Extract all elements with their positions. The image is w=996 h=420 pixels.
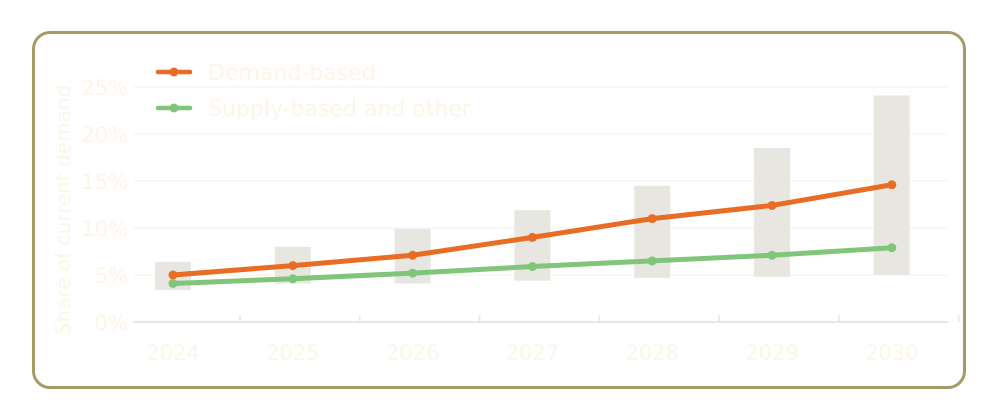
y-tick-label: 20%	[81, 123, 128, 147]
x-tick-label: 2029	[745, 341, 798, 365]
x-tick-label: 2026	[386, 341, 439, 365]
data-point	[767, 200, 777, 210]
data-point	[527, 262, 537, 272]
data-point	[408, 250, 418, 260]
data-point	[168, 278, 178, 288]
data-point	[767, 250, 777, 260]
legend-label: Demand-based	[208, 61, 376, 86]
data-point	[647, 214, 657, 224]
data-point	[887, 243, 897, 253]
data-point	[168, 270, 178, 280]
y-tick-label: 5%	[95, 264, 128, 288]
x-tick-label: 2028	[625, 341, 678, 365]
y-tick-label: 25%	[81, 76, 128, 100]
data-point	[527, 232, 537, 242]
y-tick-label: 0%	[95, 311, 128, 335]
data-point	[647, 256, 657, 266]
data-point	[288, 261, 298, 271]
y-tick-label: 15%	[81, 170, 128, 194]
x-tick-label: 2024	[146, 341, 199, 365]
data-point	[887, 180, 897, 190]
x-tick-label: 2030	[865, 341, 918, 365]
legend-swatch-marker	[169, 67, 179, 77]
legend-label: Supply-based and other	[208, 97, 472, 122]
x-tick-label: 2027	[506, 341, 559, 365]
y-axis-label: Share of current demand	[51, 85, 75, 335]
legend-swatch-marker	[169, 103, 179, 113]
chart-frame	[32, 31, 966, 389]
x-tick-label: 2025	[266, 341, 319, 365]
data-point	[408, 268, 418, 278]
y-tick-label: 10%	[81, 217, 128, 241]
data-point	[288, 274, 298, 284]
